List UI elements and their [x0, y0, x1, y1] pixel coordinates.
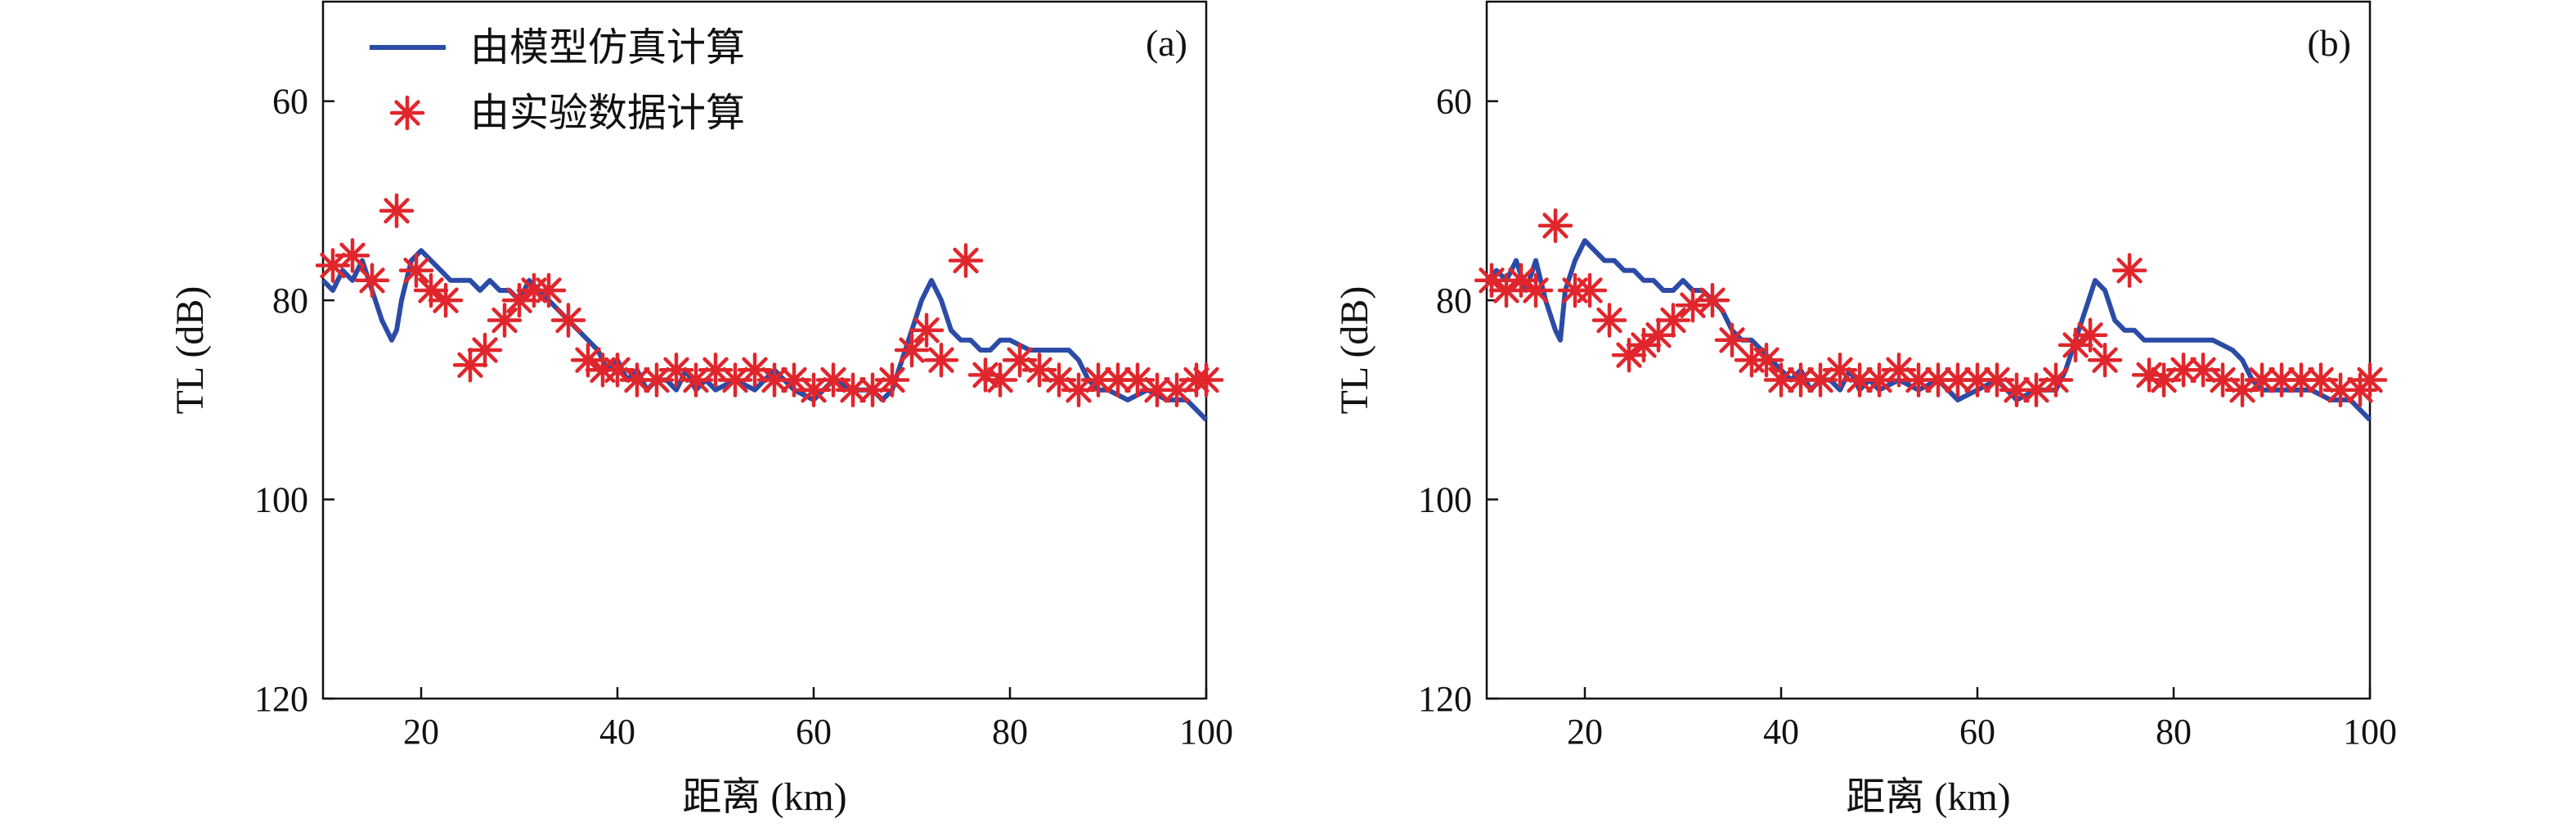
experiment-point	[1572, 272, 1608, 308]
x-tick-label: 80	[992, 712, 1028, 752]
experiment-point	[452, 348, 488, 383]
legend-entry-simulation: 由模型仿真计算	[470, 26, 745, 70]
experiment-point	[531, 272, 567, 308]
x-tick-label: 100	[1179, 712, 1233, 752]
experiment-point	[1159, 372, 1195, 407]
experiment-point	[1537, 208, 1573, 244]
chart-panel-b: 60 80 100 120 20 40 60 80 100 (b) 距离 (km) TL (d…	[1333, 0, 2397, 819]
experiment-point	[1999, 372, 2035, 407]
chart-panel-a: 60 80 100 120 20 40 60 80 100 (a) 距离 (km) TL (d…	[168, 0, 1233, 819]
y-tick-label: 80	[272, 281, 308, 321]
experiment-point	[1488, 272, 1524, 308]
experiment-point	[1748, 342, 1784, 378]
experiment-point	[2205, 362, 2241, 398]
x-tick-label: 40	[1763, 712, 1799, 752]
y-tick-label: 60	[1436, 82, 1472, 122]
experiment-point	[354, 263, 390, 299]
y-axis-ticks: 60 80 100 120	[1418, 82, 1498, 719]
x-tick-label: 60	[796, 712, 832, 752]
experiment-point	[428, 282, 464, 318]
legend: 由模型仿真计算 由实验数据计算	[370, 26, 745, 135]
experiment-point	[1901, 362, 1936, 398]
experiment-point	[909, 312, 945, 348]
experiment-point	[2112, 253, 2147, 288]
x-axis-label: 距离 (km)	[1846, 775, 2010, 819]
experiment-point	[923, 342, 959, 378]
x-tick-label: 100	[2343, 712, 2397, 752]
experiment-point	[855, 372, 891, 407]
experiment-point	[1655, 303, 1691, 338]
experiment-point	[2352, 362, 2388, 398]
experiment-point	[467, 332, 503, 368]
x-tick-label: 60	[1959, 712, 1995, 752]
experiment-series	[315, 193, 1224, 407]
experiment-point	[2038, 362, 2074, 398]
experiment-point	[1611, 337, 1647, 373]
experiment-point	[1979, 362, 2015, 398]
experiment-point	[1518, 272, 1554, 308]
y-tick-label: 60	[272, 82, 308, 122]
y-tick-label: 120	[1418, 679, 1472, 719]
legend-entry-experiment: 由实验数据计算	[470, 92, 745, 135]
panel-label-b: (b)	[2307, 22, 2351, 64]
experiment-point	[2224, 372, 2260, 407]
experiment-point	[1021, 353, 1057, 388]
experiment-point	[398, 253, 434, 288]
plot-frame	[1485, 0, 2372, 700]
experiment-point	[894, 332, 930, 368]
experiment-point	[379, 193, 415, 228]
experiment-point	[334, 238, 370, 273]
x-axis-label: 距离 (km)	[682, 775, 846, 819]
experiment-point	[550, 303, 586, 338]
experiment-point	[1694, 282, 1730, 318]
experiment-point	[698, 353, 734, 388]
x-axis-ticks: 20 40 60 80 100	[403, 687, 1233, 752]
experiment-point	[2072, 317, 2108, 353]
y-axis-ticks: 60 80 100 120	[254, 82, 334, 719]
y-tick-label: 120	[254, 679, 308, 719]
plot-frame	[321, 0, 1208, 700]
x-axis-ticks: 20 40 60 80 100	[1567, 687, 2397, 752]
y-tick-label: 100	[254, 480, 308, 520]
y-axis-label: TL (dB)	[168, 286, 212, 415]
panel-label-a: (a)	[1146, 22, 1187, 64]
experiment-point	[874, 362, 910, 398]
y-axis-label: TL (dB)	[1333, 286, 1376, 415]
experiment-point	[2087, 342, 2123, 378]
y-tick-label: 80	[1436, 281, 1472, 321]
experiment-point	[1061, 372, 1097, 407]
experiment-point	[1675, 287, 1711, 323]
x-tick-label: 40	[599, 712, 635, 752]
experiment-point	[948, 243, 984, 278]
x-tick-label: 20	[403, 712, 439, 752]
experiment-point	[2058, 327, 2094, 363]
x-tick-label: 20	[1567, 712, 1603, 752]
legend-star-swatch	[389, 95, 425, 131]
legend-star-marker	[389, 95, 425, 131]
experiment-point	[1783, 362, 1819, 398]
y-tick-label: 100	[1418, 480, 1472, 520]
experiment-point	[487, 303, 523, 338]
x-tick-label: 80	[2156, 712, 2192, 752]
experiment-point	[1591, 303, 1627, 338]
experiment-point	[1714, 322, 1750, 358]
experiment-series	[1474, 208, 2388, 407]
experiment-point	[982, 362, 1018, 398]
experiment-point	[1474, 263, 1510, 299]
experiment-point	[1188, 362, 1224, 398]
